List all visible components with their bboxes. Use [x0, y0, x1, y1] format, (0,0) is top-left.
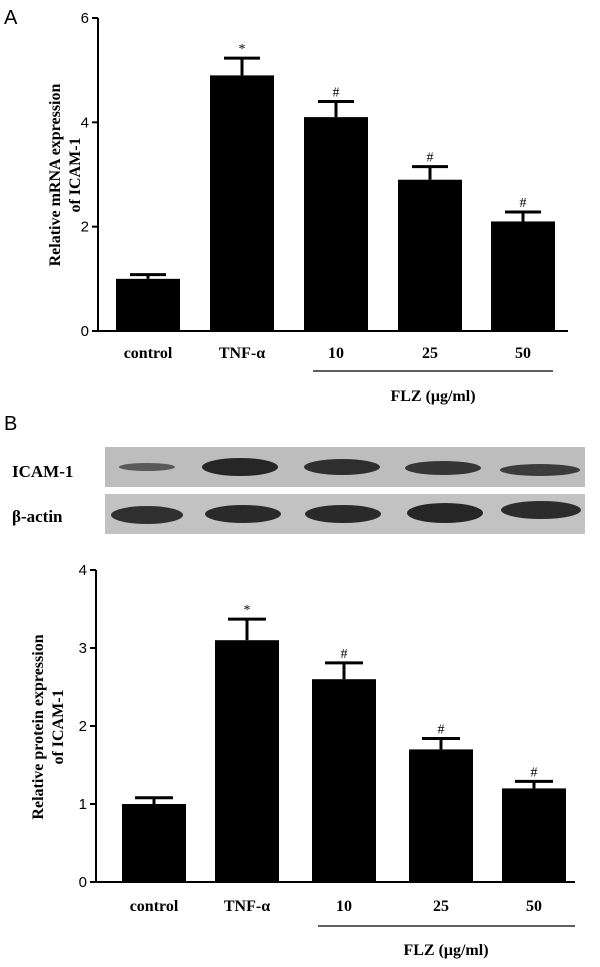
significance-marker: #	[427, 151, 434, 166]
x-tick-label: TNF-α	[219, 345, 265, 362]
significance-marker: #	[438, 722, 445, 737]
x-tick-label: TNF-α	[224, 898, 270, 915]
significance-marker: #	[333, 85, 340, 100]
blot-band	[305, 505, 381, 523]
blot-band	[501, 501, 581, 519]
y-tick-label: 4	[79, 562, 87, 579]
y-tick-label: 6	[81, 10, 89, 27]
bar	[398, 179, 462, 331]
x-tick-label: control	[124, 345, 173, 362]
blot-band	[202, 458, 278, 476]
blot-band	[500, 464, 580, 476]
panel-a-ylabel-line2: of ICAM-1	[67, 137, 84, 212]
bar	[409, 749, 473, 882]
blot-band	[407, 503, 483, 523]
blot-band	[205, 505, 281, 523]
x-tick-label: 25	[433, 898, 449, 915]
y-tick-label: 3	[79, 640, 87, 657]
y-tick-label: 0	[79, 874, 87, 891]
y-tick-label: 0	[81, 323, 89, 340]
bar	[502, 788, 566, 882]
blot-band	[111, 506, 183, 524]
bar	[122, 804, 186, 882]
panel-a-letter: A	[4, 7, 18, 29]
bar	[215, 640, 279, 882]
bar	[304, 117, 368, 331]
significance-marker: #	[341, 647, 348, 662]
panel-b-chart: Relative protein expression of ICAM-1 0 1…	[30, 562, 575, 959]
y-tick-label: 2	[81, 219, 89, 236]
blot-band	[119, 463, 175, 471]
significance-marker: *	[244, 603, 251, 618]
y-tick-label: 1	[79, 796, 87, 813]
x-tick-label: 25	[422, 345, 438, 362]
x-tick-label: 50	[526, 898, 542, 915]
significance-marker: #	[531, 765, 538, 780]
panel-a-chart: Relative mRNA expression of ICAM-1 0 2 4 6 c…	[47, 10, 568, 405]
blot-band	[405, 461, 481, 475]
bar	[491, 221, 555, 331]
group-label: FLZ (μg/ml)	[403, 942, 488, 959]
western-blot: ICAM-1 β-actin	[12, 447, 585, 534]
x-tick-label: 10	[328, 345, 344, 362]
panel-a-ylabel-line1: Relative mRNA expression	[47, 84, 64, 267]
bar	[210, 75, 274, 331]
bar	[312, 679, 376, 882]
group-label: FLZ (μg/ml)	[390, 388, 475, 405]
significance-marker: *	[239, 42, 246, 57]
x-tick-label: 10	[336, 898, 352, 915]
x-tick-label: 50	[515, 345, 531, 362]
panel-b-ylabel-line1: Relative protein expression	[30, 634, 47, 819]
blot-band	[304, 459, 380, 475]
panel-b-letter: B	[4, 413, 17, 435]
panel-b-ylabel-line2: of ICAM-1	[50, 689, 67, 764]
y-tick-label: 4	[81, 114, 89, 131]
x-tick-label: control	[130, 898, 179, 915]
blot-label-actin: β-actin	[12, 507, 63, 526]
bar	[116, 278, 180, 331]
y-tick-label: 2	[79, 718, 87, 735]
blot-label-icam1: ICAM-1	[12, 462, 73, 481]
significance-marker: #	[520, 196, 527, 211]
